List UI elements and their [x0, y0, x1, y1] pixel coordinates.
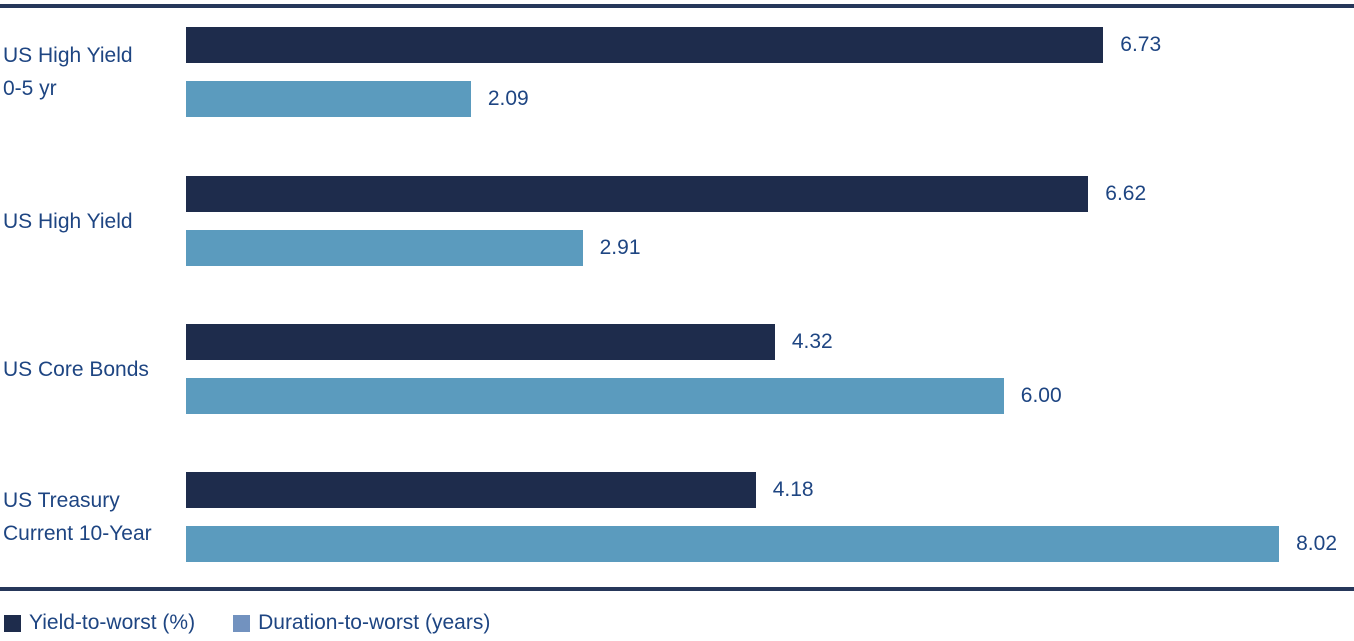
legend-label-yield: Yield-to-worst (%): [29, 611, 196, 634]
value-label: 6.00: [1020, 384, 1062, 407]
yield-bar: 6.62: [186, 176, 1146, 212]
bar-group: US High Yield 6.62 2.91: [0, 176, 1354, 266]
yield-bar: 6.73: [186, 27, 1161, 63]
yield-bar: 4.32: [186, 324, 833, 360]
value-label: 8.02: [1296, 532, 1337, 555]
value-label: 4.32: [791, 330, 833, 353]
legend: Yield-to-worst (%) Duration-to-worst (ye…: [4, 611, 490, 635]
category-label-line: Current 10-Year: [3, 522, 152, 545]
category-label-line: US High Yield: [3, 44, 133, 67]
category-label-line: 0-5 yr: [3, 77, 57, 100]
plot-area: US High Yield 0-5 yr 6.73 2.09 US High Yield…: [0, 27, 1354, 562]
legend-item-duration: Duration-to-worst (years): [233, 611, 490, 635]
yield-bar: 4.18: [186, 472, 814, 508]
duration-bar: 8.02: [186, 526, 1337, 562]
category-label-line: US High Yield: [3, 209, 133, 233]
bar-group: US High Yield 0-5 yr 6.73 2.09: [0, 27, 1354, 117]
value-label: 2.91: [599, 236, 641, 259]
yield-swatch-icon: [4, 614, 21, 632]
legend-label-duration: Duration-to-worst (years): [258, 611, 491, 634]
bar-group: US Core Bonds 4.32 6.00: [0, 324, 1354, 414]
value-label: 2.09: [487, 87, 529, 110]
category-label: US Treasury Current 10-Year: [3, 472, 183, 562]
value-label: 6.62: [1105, 182, 1147, 205]
category-label: US High Yield: [3, 176, 183, 266]
bottom-divider: [0, 587, 1354, 591]
category-label: US High Yield 0-5 yr: [3, 27, 183, 117]
duration-bar: 6.00: [186, 378, 1062, 414]
value-label: 6.73: [1120, 33, 1162, 56]
duration-bar: 2.09: [186, 81, 529, 117]
bar-group: US Treasury Current 10-Year 4.18 8.02: [0, 472, 1354, 562]
legend-item-yield: Yield-to-worst (%): [4, 611, 195, 635]
duration-bar: 2.91: [186, 230, 641, 266]
top-divider: [0, 4, 1354, 8]
value-label: 4.18: [772, 478, 814, 501]
category-label-line: US Treasury: [3, 489, 120, 512]
duration-swatch-icon: [233, 614, 251, 632]
category-label: US Core Bonds: [3, 324, 183, 414]
category-label-line: US Core Bonds: [3, 357, 149, 381]
